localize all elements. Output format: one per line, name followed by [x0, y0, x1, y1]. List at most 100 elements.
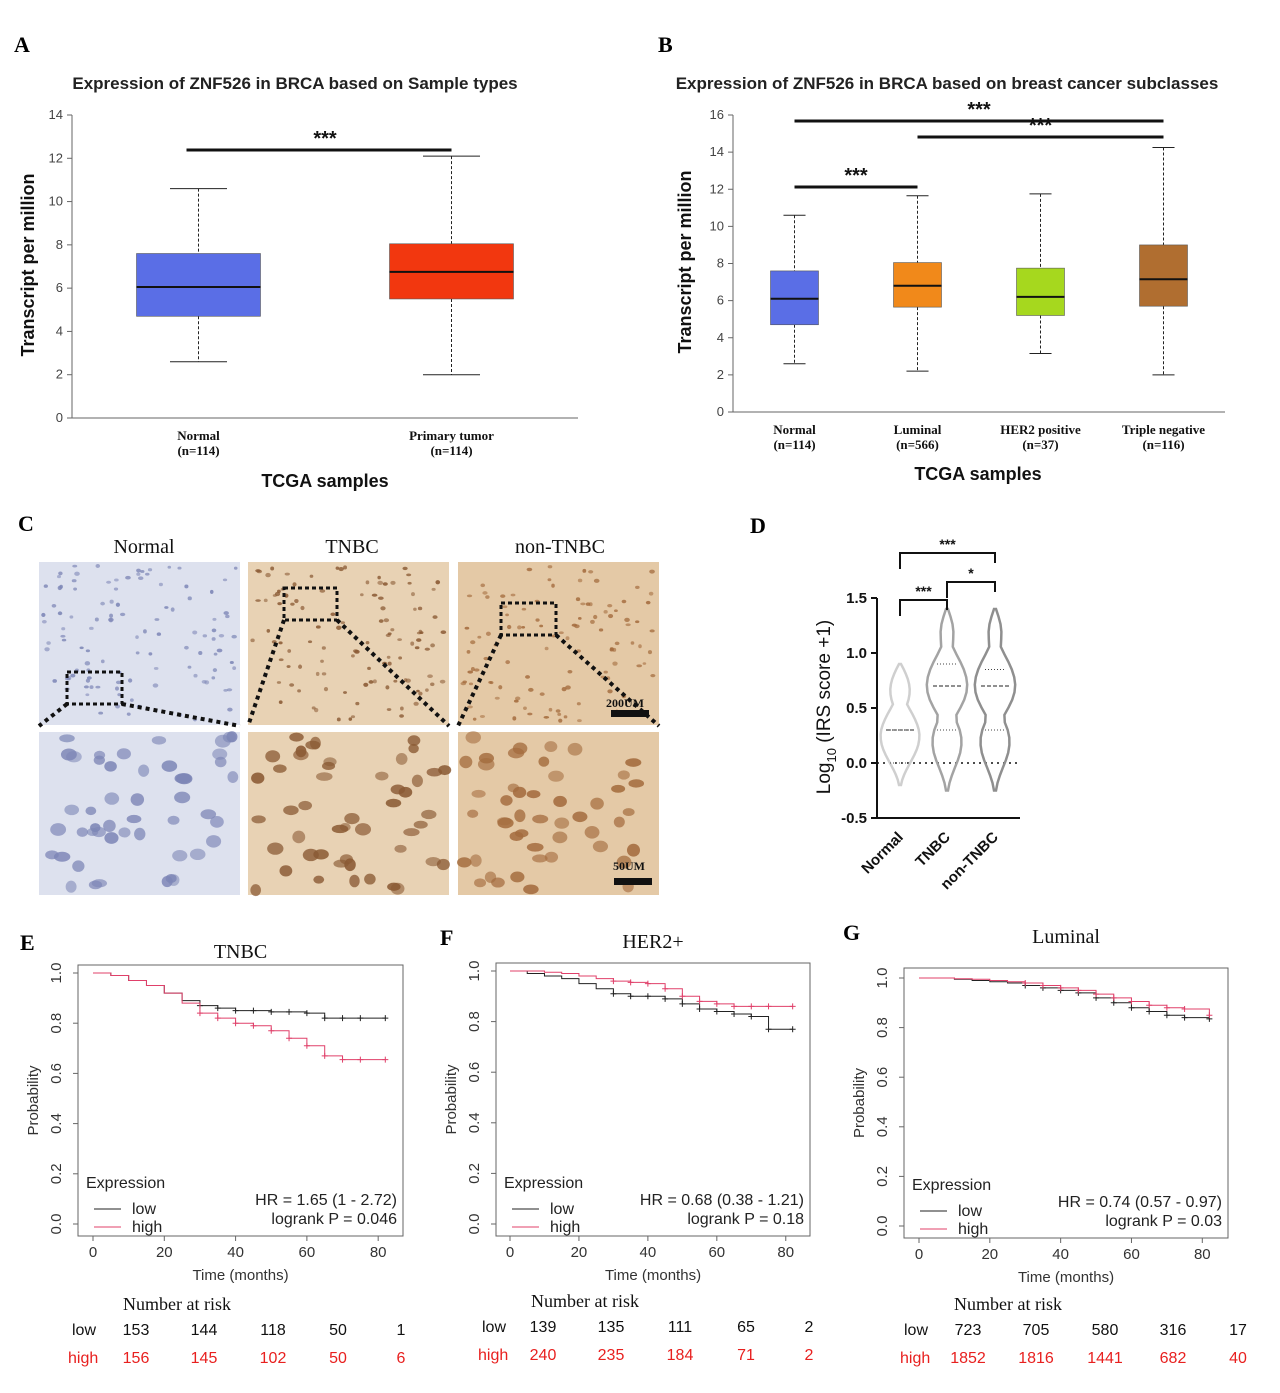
ihc-cell: [547, 578, 552, 582]
censor-mark: [1039, 982, 1046, 989]
legend-label-low: low: [132, 1201, 156, 1218]
ihc-cell: [330, 612, 336, 616]
ihc-cell: [555, 709, 561, 713]
ihc-cell: [510, 871, 525, 883]
ihc-cell: [323, 686, 329, 692]
ihc-cell: [213, 652, 218, 656]
ihc-cell: [192, 630, 198, 635]
censor-mark: [610, 990, 617, 997]
ihc-cell: [278, 641, 283, 645]
ihc-cell: [52, 679, 57, 683]
ihc-cell: [45, 850, 59, 860]
chart-d-ylabel: Log10 (IRS score +1): [814, 620, 839, 794]
ihc-cell: [143, 629, 147, 634]
significance-label: *: [968, 565, 974, 581]
ihc-cell: [298, 800, 313, 811]
censor-mark: [765, 1003, 772, 1010]
censor-mark: [610, 978, 617, 985]
panel-letter-f: F: [440, 925, 453, 950]
y-tick-label: 2: [717, 367, 724, 382]
ihc-cell: [69, 615, 74, 619]
risk-high-count: 50: [329, 1350, 347, 1367]
legend-title: Expression: [912, 1177, 991, 1194]
y-tick-label: 14: [710, 144, 724, 159]
ihc-cell: [89, 685, 94, 689]
ihc-image-normal-top: [39, 562, 240, 725]
ihc-cell: [323, 757, 337, 767]
ihc-cell: [354, 823, 372, 836]
zoom-connector-left: [37, 702, 69, 728]
ihc-cell: [351, 654, 355, 658]
ihc-cell: [387, 661, 392, 666]
ihc-cell: [340, 621, 346, 625]
ihc-cell: [551, 583, 555, 588]
ihc-cell: [494, 696, 500, 700]
ihc-cell: [485, 631, 491, 636]
censor-mark: [1022, 979, 1029, 986]
censor-mark: [286, 1008, 293, 1015]
ihc-cell: [470, 640, 476, 645]
km-chart-g: Luminal 0.0 0.2 0.4 0.6 0.8 1.0 0 20 40 60 80 Time (…: [851, 926, 1247, 1367]
ihc-cell: [315, 671, 320, 677]
y-tick-label: 0.6: [874, 1067, 891, 1088]
ihc-cell: [607, 603, 613, 608]
ihc-cell: [61, 627, 66, 631]
risk-low-count: 153: [123, 1322, 150, 1339]
y-tick-label: 8: [56, 237, 63, 252]
ihc-cell: [527, 712, 533, 716]
risk-high-count: 2: [805, 1347, 814, 1364]
ihc-col-tnbc-label: TNBC: [325, 536, 378, 558]
ihc-cell: [266, 629, 271, 633]
ihc-cell: [506, 624, 512, 630]
ihc-cell: [436, 858, 450, 871]
ihc-cell: [580, 602, 586, 606]
ihc-cell: [480, 583, 486, 588]
km-chart-e: TNBC 0.0 0.2 0.4 0.6 0.8 1.0 0 20 40 60 80 Time (mon…: [25, 941, 406, 1367]
ihc-cell: [51, 604, 57, 608]
ihc-cell: [307, 640, 313, 644]
ihc-cell: [523, 706, 527, 710]
ihc-cell: [371, 593, 378, 597]
ihc-cell: [645, 600, 651, 605]
censor-mark: [1181, 1014, 1188, 1021]
ihc-cell: [417, 606, 423, 611]
x-tick-label: 20: [981, 1246, 998, 1263]
ihc-cell: [614, 641, 620, 646]
ihc-cell: [89, 626, 94, 630]
risk-row-high-label: high: [900, 1350, 930, 1367]
censor-mark: [731, 1011, 738, 1018]
significance-label: ***: [844, 165, 868, 187]
ihc-cell: [232, 666, 237, 671]
ihc-cell: [572, 811, 588, 823]
ihc-cell: [255, 599, 261, 602]
ihc-cell: [66, 751, 82, 763]
ihc-cell: [84, 661, 91, 666]
ihc-cell: [557, 712, 562, 716]
risk-low-count: 65: [737, 1319, 755, 1336]
ihc-cell: [209, 589, 214, 594]
x-tick-label: 40: [1052, 1246, 1069, 1263]
logrank-text: logrank P = 0.18: [687, 1211, 804, 1228]
significance-label: ***: [313, 128, 337, 150]
ihc-cell: [390, 784, 406, 795]
ihc-cell: [603, 670, 608, 674]
ihc-cell: [336, 625, 342, 630]
ihc-cell: [431, 587, 436, 591]
ihc-image-background: [458, 562, 659, 725]
ihc-cell: [577, 578, 583, 583]
ihc-cell: [187, 596, 192, 601]
risk-table-heading: Number at risk: [954, 1294, 1062, 1314]
chart-a-xlabel: TCGA samples: [261, 471, 388, 491]
ihc-cell: [512, 742, 528, 755]
ihc-cell: [525, 675, 530, 679]
censor-mark: [748, 1003, 755, 1010]
panel-letter-b: B: [658, 32, 673, 57]
ihc-cell: [109, 613, 113, 618]
significance-bracket: [899, 599, 948, 616]
ihc-cell: [206, 835, 222, 848]
ihc-cell: [41, 620, 47, 624]
ihc-cell: [517, 625, 522, 630]
ihc-cell: [130, 793, 145, 806]
